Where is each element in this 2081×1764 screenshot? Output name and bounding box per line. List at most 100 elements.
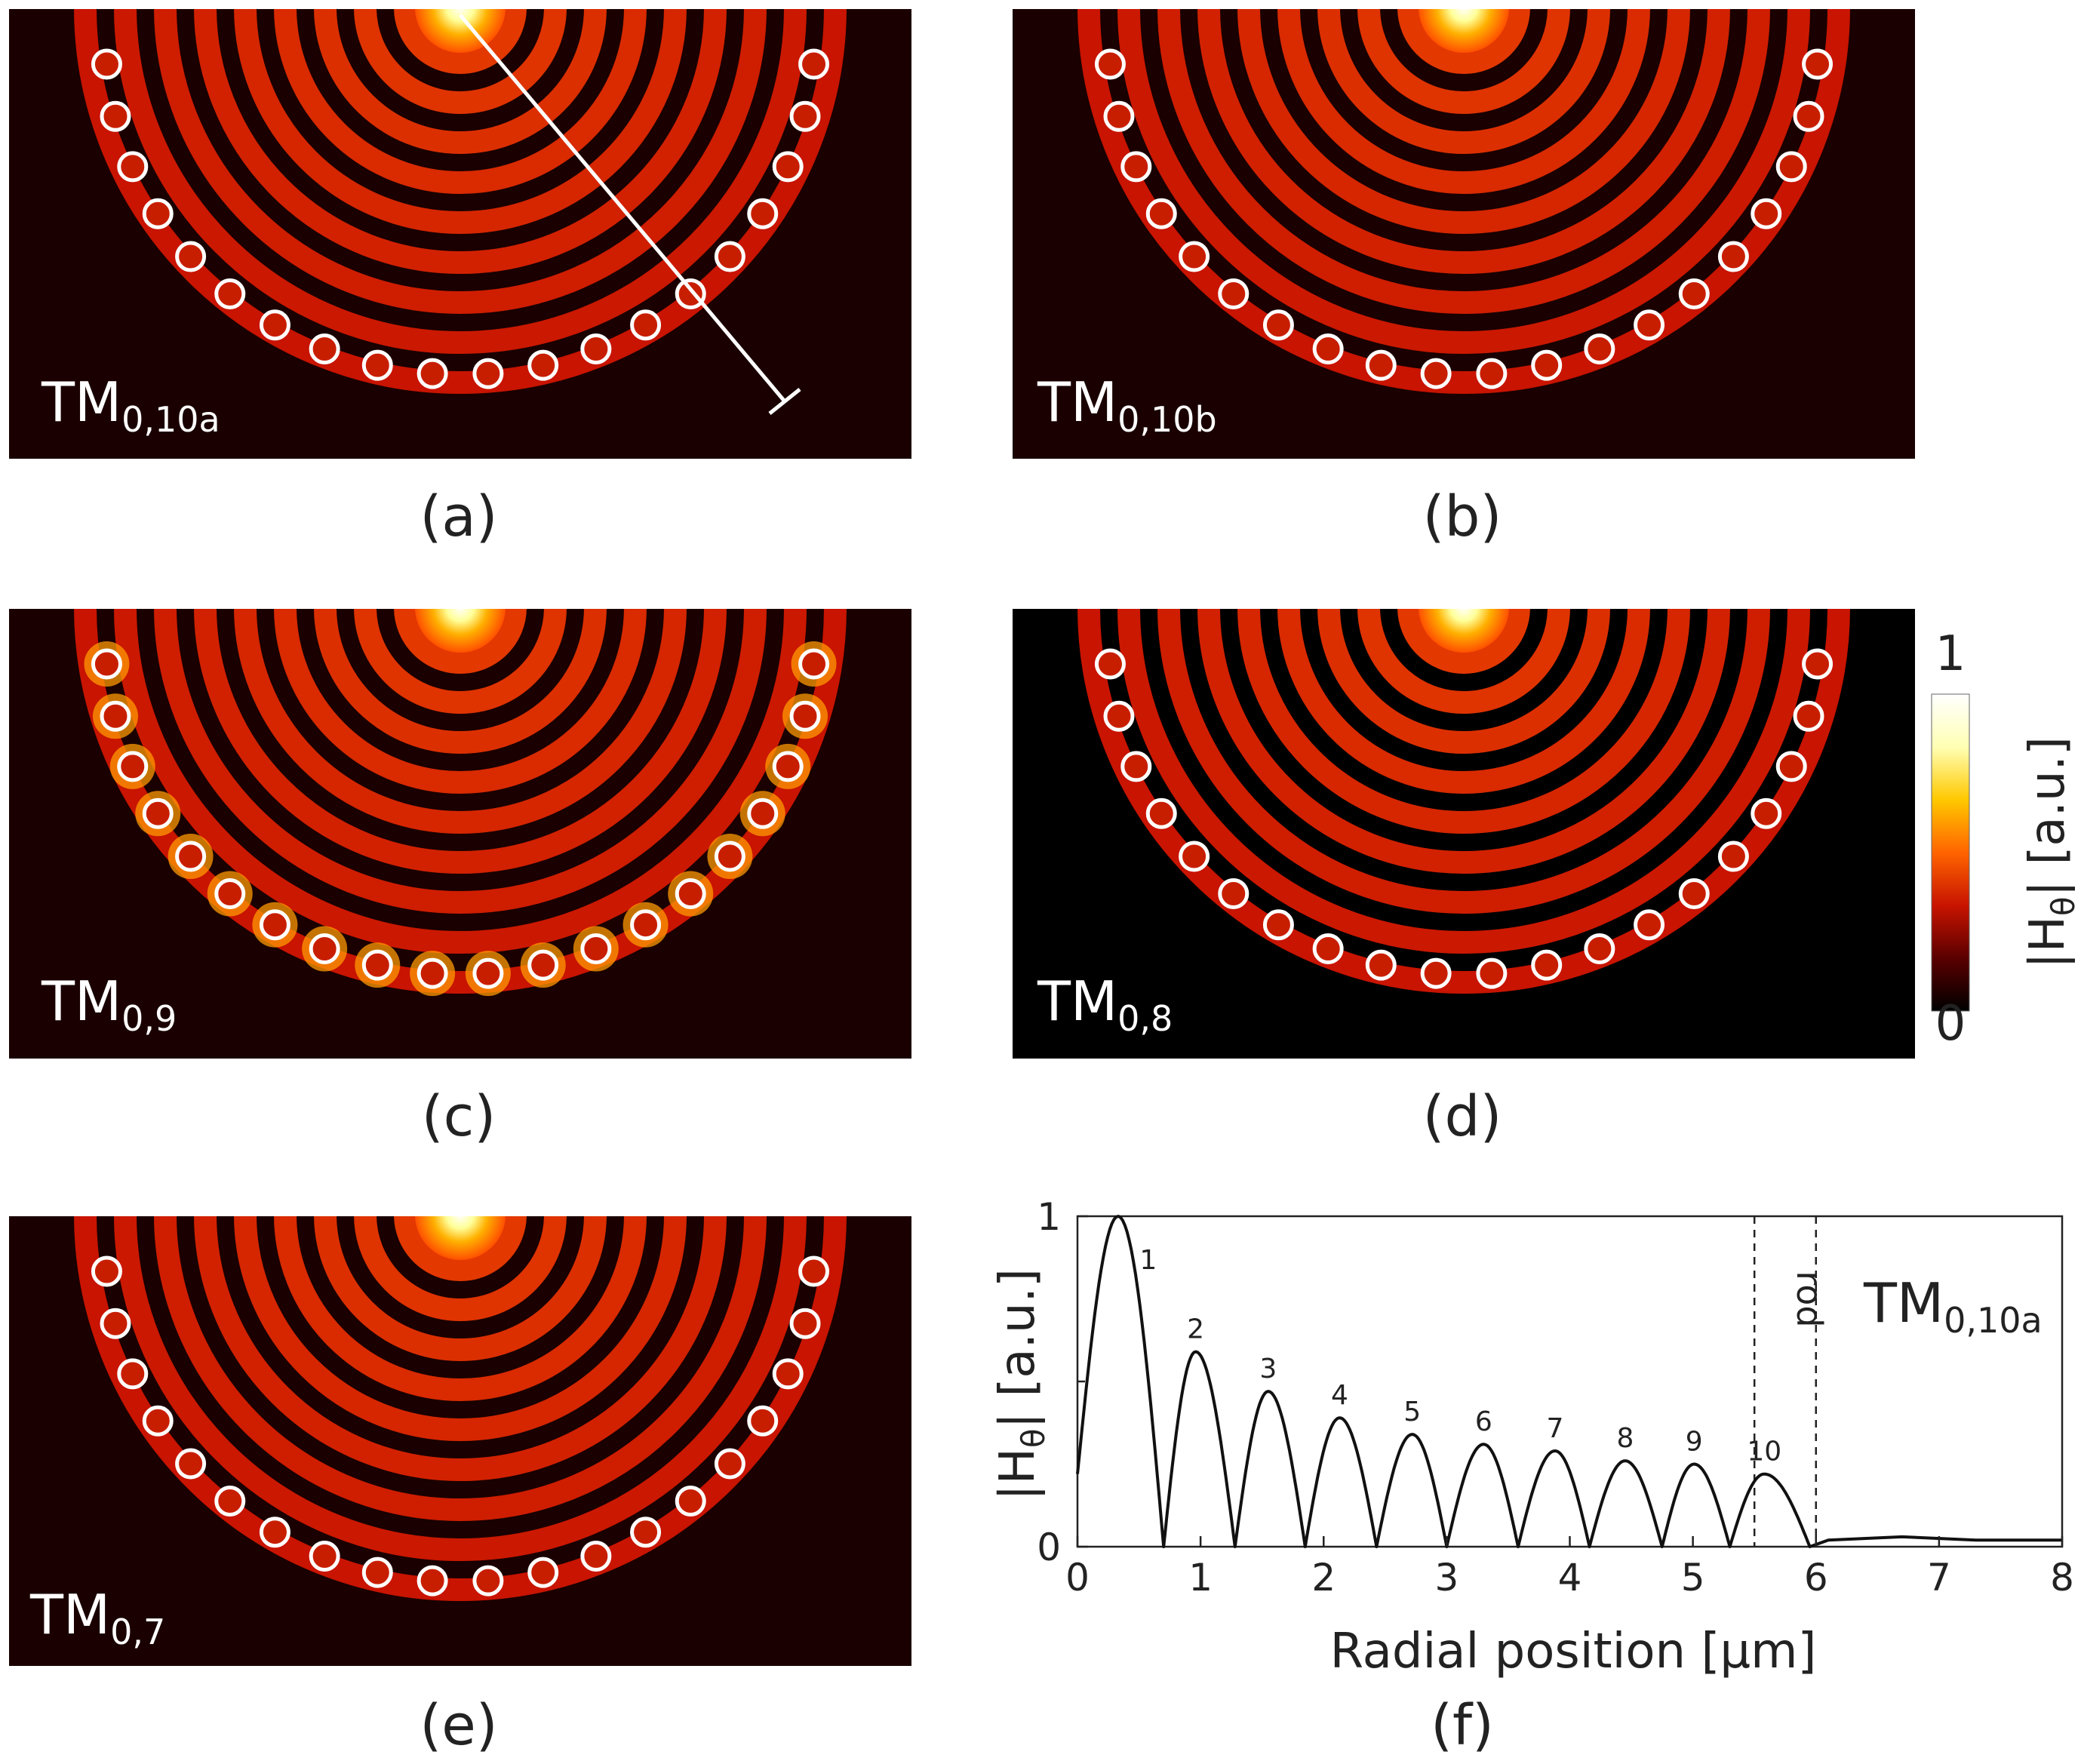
colorbar-max-label: 1 (1935, 626, 1966, 682)
field-ring (274, 609, 647, 794)
field-map-d (1013, 609, 1915, 1059)
dielectric-rod (772, 751, 804, 782)
dielectric-rod (142, 198, 174, 229)
field-ring (194, 9, 727, 274)
dielectric-rod (1775, 751, 1807, 782)
dielectric-rod (798, 48, 830, 80)
dielectric-rod (1775, 151, 1807, 183)
panel-caption-a: (a) (420, 484, 497, 549)
field-ring (194, 1216, 727, 1481)
dielectric-rod (417, 1565, 448, 1597)
panel-b: TM0,10b (b) (1013, 9, 1915, 549)
dielectric-rod (1678, 278, 1710, 310)
dielectric-rod (1179, 841, 1210, 872)
field-ring (1317, 609, 1610, 754)
dielectric-rod (798, 648, 830, 680)
dielectric-rod (309, 333, 340, 365)
field-ring (354, 1216, 567, 1321)
x-ticks: 0 1 2 3 4 5 6 7 8 (1065, 1536, 2074, 1600)
field-ring (1197, 609, 1730, 874)
dielectric-rod (580, 1541, 612, 1572)
dielectric-rod (675, 278, 706, 310)
dielectric-rod (1584, 333, 1615, 365)
dielectric-rod (309, 933, 340, 965)
x-tick-label: 1 (1188, 1556, 1213, 1600)
dielectric-rod (1476, 957, 1508, 989)
field-ring (1157, 9, 1770, 314)
field-ring (394, 609, 527, 674)
field-ring (1077, 9, 1850, 394)
field-ring (234, 9, 687, 234)
field-ring (114, 9, 807, 354)
field-ring (74, 9, 847, 394)
field-ring (114, 1216, 807, 1561)
peak-label: 4 (1331, 1380, 1348, 1411)
dielectric-rod (175, 241, 207, 272)
field-ring (154, 9, 767, 314)
dielectric-rod (259, 909, 290, 941)
dielectric-rod (259, 1517, 290, 1548)
peak-label: 2 (1187, 1314, 1204, 1345)
dielectric-rod (361, 1557, 393, 1588)
field-map-e-content (9, 1216, 911, 1666)
dielectric-rod (798, 1255, 830, 1287)
y-axis-label: |Hθ| [a.u.] (990, 1268, 1052, 1501)
dielectric-rod (1420, 358, 1452, 389)
field-ring (274, 1216, 647, 1401)
field-ring (1277, 9, 1650, 194)
field-core (1419, 609, 1509, 653)
field-map-c (9, 609, 911, 1059)
field-ring (274, 9, 647, 194)
peak-label: 10 (1747, 1437, 1781, 1467)
dielectric-rod (1751, 198, 1782, 229)
colorbar-min-label: 0 (1935, 996, 1966, 1052)
dielectric-rod (527, 1557, 559, 1588)
dielectric-rod (472, 1565, 504, 1597)
field-ring (1357, 609, 1570, 714)
panel-caption-f: (f) (1431, 1693, 1494, 1758)
dielectric-rod (1145, 797, 1177, 829)
field-ring (1357, 9, 1570, 114)
field-ring (234, 609, 687, 834)
dielectric-rod (1634, 909, 1665, 941)
dielectric-rod (1531, 349, 1563, 381)
field-ring (154, 1216, 767, 1521)
field-map-a (9, 9, 911, 459)
field-map-b-content (1013, 9, 1915, 459)
dielectric-rod (789, 100, 821, 132)
dielectric-rod (1717, 241, 1749, 272)
peak-label: 6 (1475, 1406, 1492, 1437)
dielectric-rod (630, 1517, 662, 1548)
field-ring (1237, 9, 1690, 234)
dielectric-rod (580, 933, 612, 965)
field-ring (1237, 609, 1690, 834)
panel-e: TM0,7 (e) (9, 1216, 911, 1758)
dielectric-rod (1312, 933, 1344, 965)
dielectric-rod (580, 333, 612, 365)
dielectric-rod (1094, 48, 1126, 80)
field-ring (1277, 609, 1650, 794)
radial-cut-line (459, 14, 786, 403)
dielectric-rod (1103, 100, 1135, 132)
dielectric-rod (1420, 957, 1452, 989)
dielectric-rod (1103, 700, 1135, 732)
mode-label-a: TM0,10a (41, 370, 220, 440)
x-tick-label: 8 (2050, 1556, 2074, 1600)
dielectric-rod (117, 1358, 149, 1390)
field-ring (314, 609, 607, 754)
colorbar: 1 0 |Hθ| [a.u.] (1931, 626, 2081, 1052)
field-ring (1397, 609, 1530, 674)
dielectric-rod (117, 751, 149, 782)
dielectric-rod (1584, 933, 1615, 965)
field-ring (1197, 9, 1730, 274)
dielectric-rod (1793, 100, 1824, 132)
dielectric-rod (1312, 333, 1344, 365)
field-ring (354, 609, 567, 714)
dielectric-rod (1218, 878, 1250, 910)
series-line (1076, 1215, 2062, 1548)
field-ring (314, 9, 607, 154)
plot-frame (1076, 1215, 2064, 1548)
field-ring (1077, 609, 1850, 994)
peak-label: 9 (1686, 1427, 1703, 1458)
